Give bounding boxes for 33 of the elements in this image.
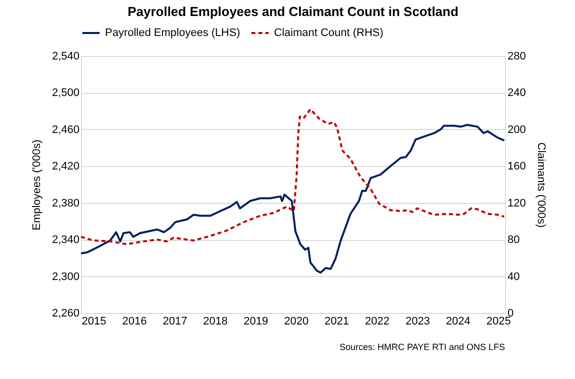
y-tick-label: 2,420 bbox=[52, 160, 80, 173]
y-tick-label: 2,540 bbox=[52, 50, 80, 62]
x-tick-label: 2021 bbox=[324, 316, 350, 328]
legend-label: Claimant Count (RHS) bbox=[274, 27, 384, 39]
x-tick-label: 2024 bbox=[446, 316, 470, 328]
y-tick-label: 2,300 bbox=[52, 270, 80, 283]
y-tick-label: 2,500 bbox=[52, 87, 80, 100]
y2-tick-label: 80 bbox=[508, 234, 520, 246]
y-tick-label: 2,460 bbox=[52, 124, 80, 136]
y-tick-label: 2,340 bbox=[52, 234, 80, 246]
y2-tick-label: 240 bbox=[508, 87, 526, 100]
source-note: Sources: HMRC PAYE RTI and ONS LFS bbox=[339, 342, 505, 352]
x-tick-label: 2015 bbox=[82, 316, 106, 328]
y2-tick-label: 40 bbox=[508, 270, 520, 283]
x-tick-label: 2022 bbox=[365, 316, 390, 328]
x-tick-label: 2016 bbox=[122, 316, 147, 328]
y2-tick-label: 160 bbox=[508, 160, 526, 173]
x-tick-label: 2023 bbox=[405, 316, 430, 328]
legend-label: Payrolled Employees (LHS) bbox=[105, 27, 240, 39]
line-series bbox=[81, 108, 505, 246]
y2-tick-label: 120 bbox=[508, 197, 526, 210]
y-tick-label: 2,380 bbox=[52, 197, 80, 210]
x-tick-label: 2018 bbox=[203, 316, 228, 328]
x-tick-label: 2020 bbox=[284, 316, 309, 328]
line-series bbox=[81, 124, 505, 274]
y2-tick-label: 280 bbox=[508, 50, 526, 62]
chart-title: Payrolled Employees and Claimant Count in Scotland bbox=[128, 4, 458, 19]
y-axis-title: Employees ('000s) bbox=[30, 140, 43, 230]
x-tick-label: 2017 bbox=[162, 316, 188, 328]
y2-axis-title: Claimants ('000s) bbox=[534, 142, 547, 228]
y-tick-label: 2,260 bbox=[52, 308, 80, 320]
y2-tick-label: 200 bbox=[508, 124, 526, 136]
x-tick-label: 2019 bbox=[244, 316, 268, 328]
